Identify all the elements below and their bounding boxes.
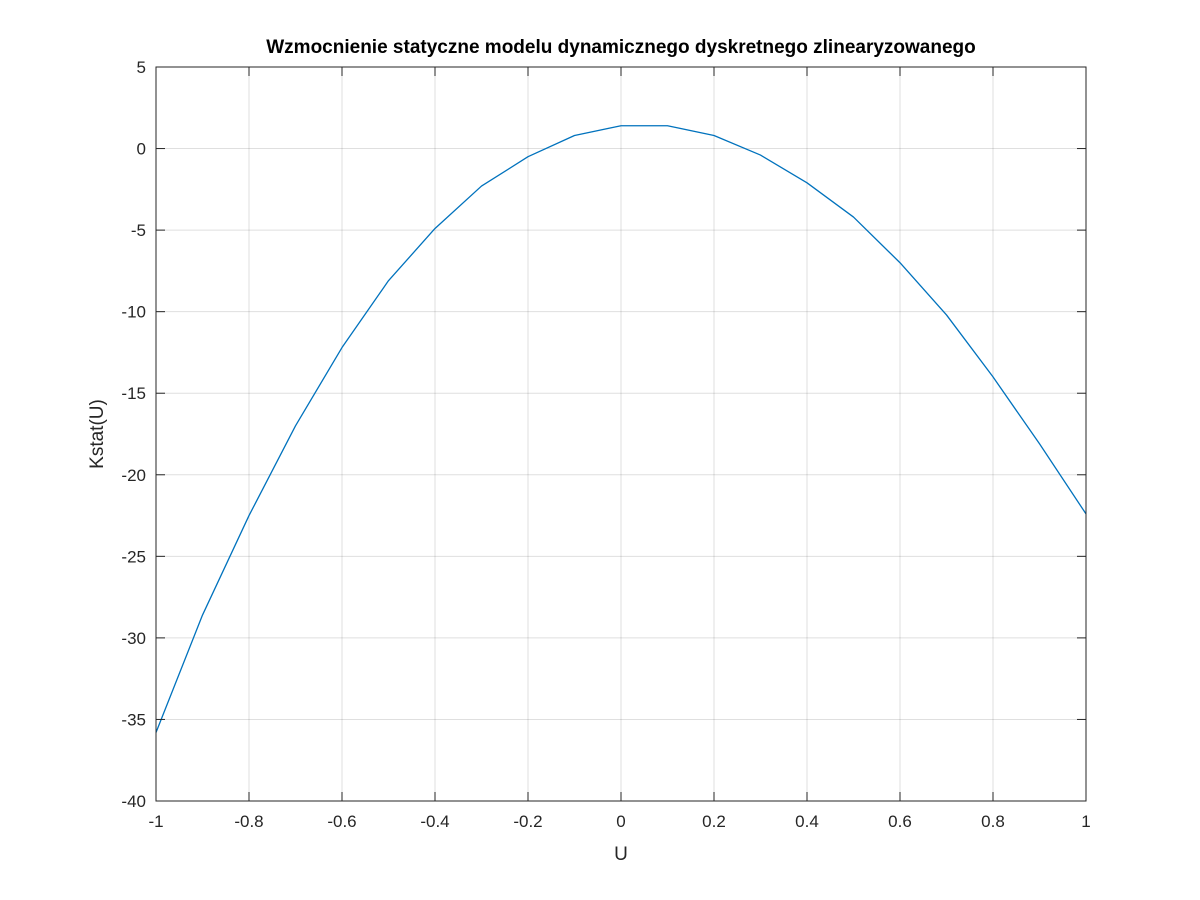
y-tick-label: -5 bbox=[131, 221, 146, 240]
y-tick-labels: 5 0 -5 -10 -15 -20 -25 -30 -35 -40 bbox=[121, 58, 146, 811]
x-tick-label: 1 bbox=[1081, 812, 1090, 831]
y-axis-label: Kstat(U) bbox=[87, 399, 108, 469]
y-tick-label: -15 bbox=[121, 384, 146, 403]
x-tick-label: -0.8 bbox=[234, 812, 263, 831]
y-tick-label: -25 bbox=[121, 547, 146, 566]
x-axis-label: U bbox=[614, 844, 628, 865]
x-tick-label: 0.8 bbox=[981, 812, 1005, 831]
x-tick-labels: -1 -0.8 -0.6 -0.4 -0.2 0 0.2 0.4 0.6 0.8 1 bbox=[148, 812, 1090, 831]
y-tick-label: -20 bbox=[121, 466, 146, 485]
x-tick-label: -0.2 bbox=[513, 812, 542, 831]
x-tick-label: 0 bbox=[616, 812, 625, 831]
y-tick-label: 5 bbox=[137, 58, 146, 77]
x-tick-label: 0.6 bbox=[888, 812, 912, 831]
x-tick-label: 0.2 bbox=[702, 812, 726, 831]
y-tick-label: -10 bbox=[121, 303, 146, 322]
y-tick-label: -40 bbox=[121, 792, 146, 811]
x-tick-label: -1 bbox=[148, 812, 163, 831]
x-tick-label: 0.4 bbox=[795, 812, 819, 831]
y-tick-label: -30 bbox=[121, 629, 146, 648]
y-tick-label: 0 bbox=[137, 140, 146, 159]
y-tick-label: -35 bbox=[121, 710, 146, 729]
tick-marks bbox=[155, 66, 1087, 802]
x-tick-label: -0.4 bbox=[420, 812, 449, 831]
x-tick-label: -0.6 bbox=[327, 812, 356, 831]
series-layer bbox=[155, 125, 1087, 733]
series-line bbox=[155, 125, 1087, 733]
chart-title: Wzmocnienie statyczne modelu dynamiczneg… bbox=[266, 37, 976, 58]
plot-area bbox=[156, 67, 1086, 801]
